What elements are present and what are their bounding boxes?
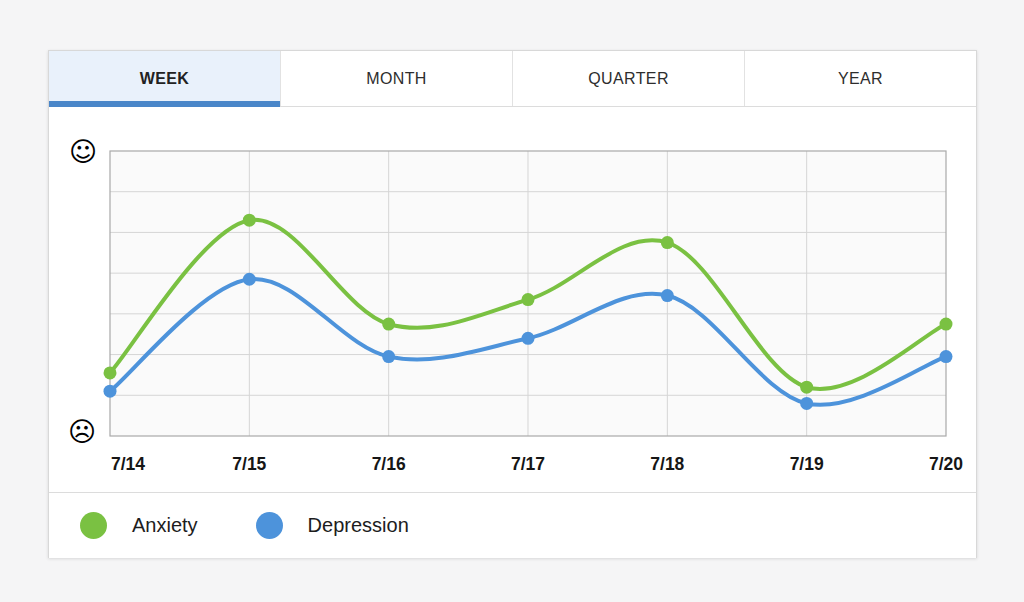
tab-quarter[interactable]: QUARTER [513, 51, 745, 106]
tab-week[interactable]: WEEK [49, 51, 281, 106]
sad-face-icon: ☹ [68, 418, 96, 445]
legend-item-depression: Depression [256, 512, 409, 539]
depression-point-7/15 [243, 273, 256, 286]
anxiety-point-7/14 [104, 366, 117, 379]
anxiety-point-7/17 [522, 293, 535, 306]
mood-chart-card: WEEK MONTH QUARTER YEAR ☺ ☹ 7/14 7/15 7/16… [48, 50, 977, 558]
depression-point-7/16 [382, 350, 395, 363]
x-axis-label-7/15: 7/15 [232, 454, 266, 474]
anxiety-point-7/20 [940, 318, 953, 331]
tab-year[interactable]: YEAR [745, 51, 976, 106]
depression-point-7/14 [104, 385, 117, 398]
depression-point-7/20 [940, 350, 953, 363]
legend-item-anxiety: Anxiety [80, 512, 198, 539]
anxiety-point-7/16 [382, 318, 395, 331]
anxiety-point-7/18 [661, 236, 674, 249]
tab-quarter-label: QUARTER [588, 70, 669, 88]
happy-face-icon: ☺ [69, 138, 97, 165]
x-axis-label-7/16: 7/16 [372, 454, 406, 474]
chart-legend: Anxiety Depression [49, 493, 976, 558]
mood-line-chart: 7/14 7/15 7/16 7/17 7/18 7/19 7/20 [49, 107, 978, 493]
tab-week-label: WEEK [140, 70, 190, 88]
chart-section: ☺ ☹ 7/14 7/15 7/16 7/17 7/18 7/19 7/20 [49, 107, 976, 493]
depression-point-7/19 [800, 397, 813, 410]
tab-year-label: YEAR [838, 70, 883, 88]
x-axis-label-7/14: 7/14 [111, 454, 145, 474]
tab-month[interactable]: MONTH [281, 51, 513, 106]
tab-month-label: MONTH [366, 70, 427, 88]
x-axis-label-7/19: 7/19 [790, 454, 824, 474]
depression-point-7/18 [661, 289, 674, 302]
anxiety-legend-label: Anxiety [132, 514, 198, 537]
anxiety-series-dot [80, 512, 107, 539]
anxiety-point-7/19 [800, 381, 813, 394]
time-range-tabs: WEEK MONTH QUARTER YEAR [49, 51, 976, 107]
depression-point-7/17 [522, 332, 535, 345]
depression-legend-label: Depression [308, 514, 409, 537]
depression-series-dot [256, 512, 283, 539]
anxiety-point-7/15 [243, 214, 256, 227]
x-axis-label-7/18: 7/18 [650, 454, 684, 474]
x-axis-label-7/17: 7/17 [511, 454, 545, 474]
x-axis-label-7/20: 7/20 [929, 454, 963, 474]
